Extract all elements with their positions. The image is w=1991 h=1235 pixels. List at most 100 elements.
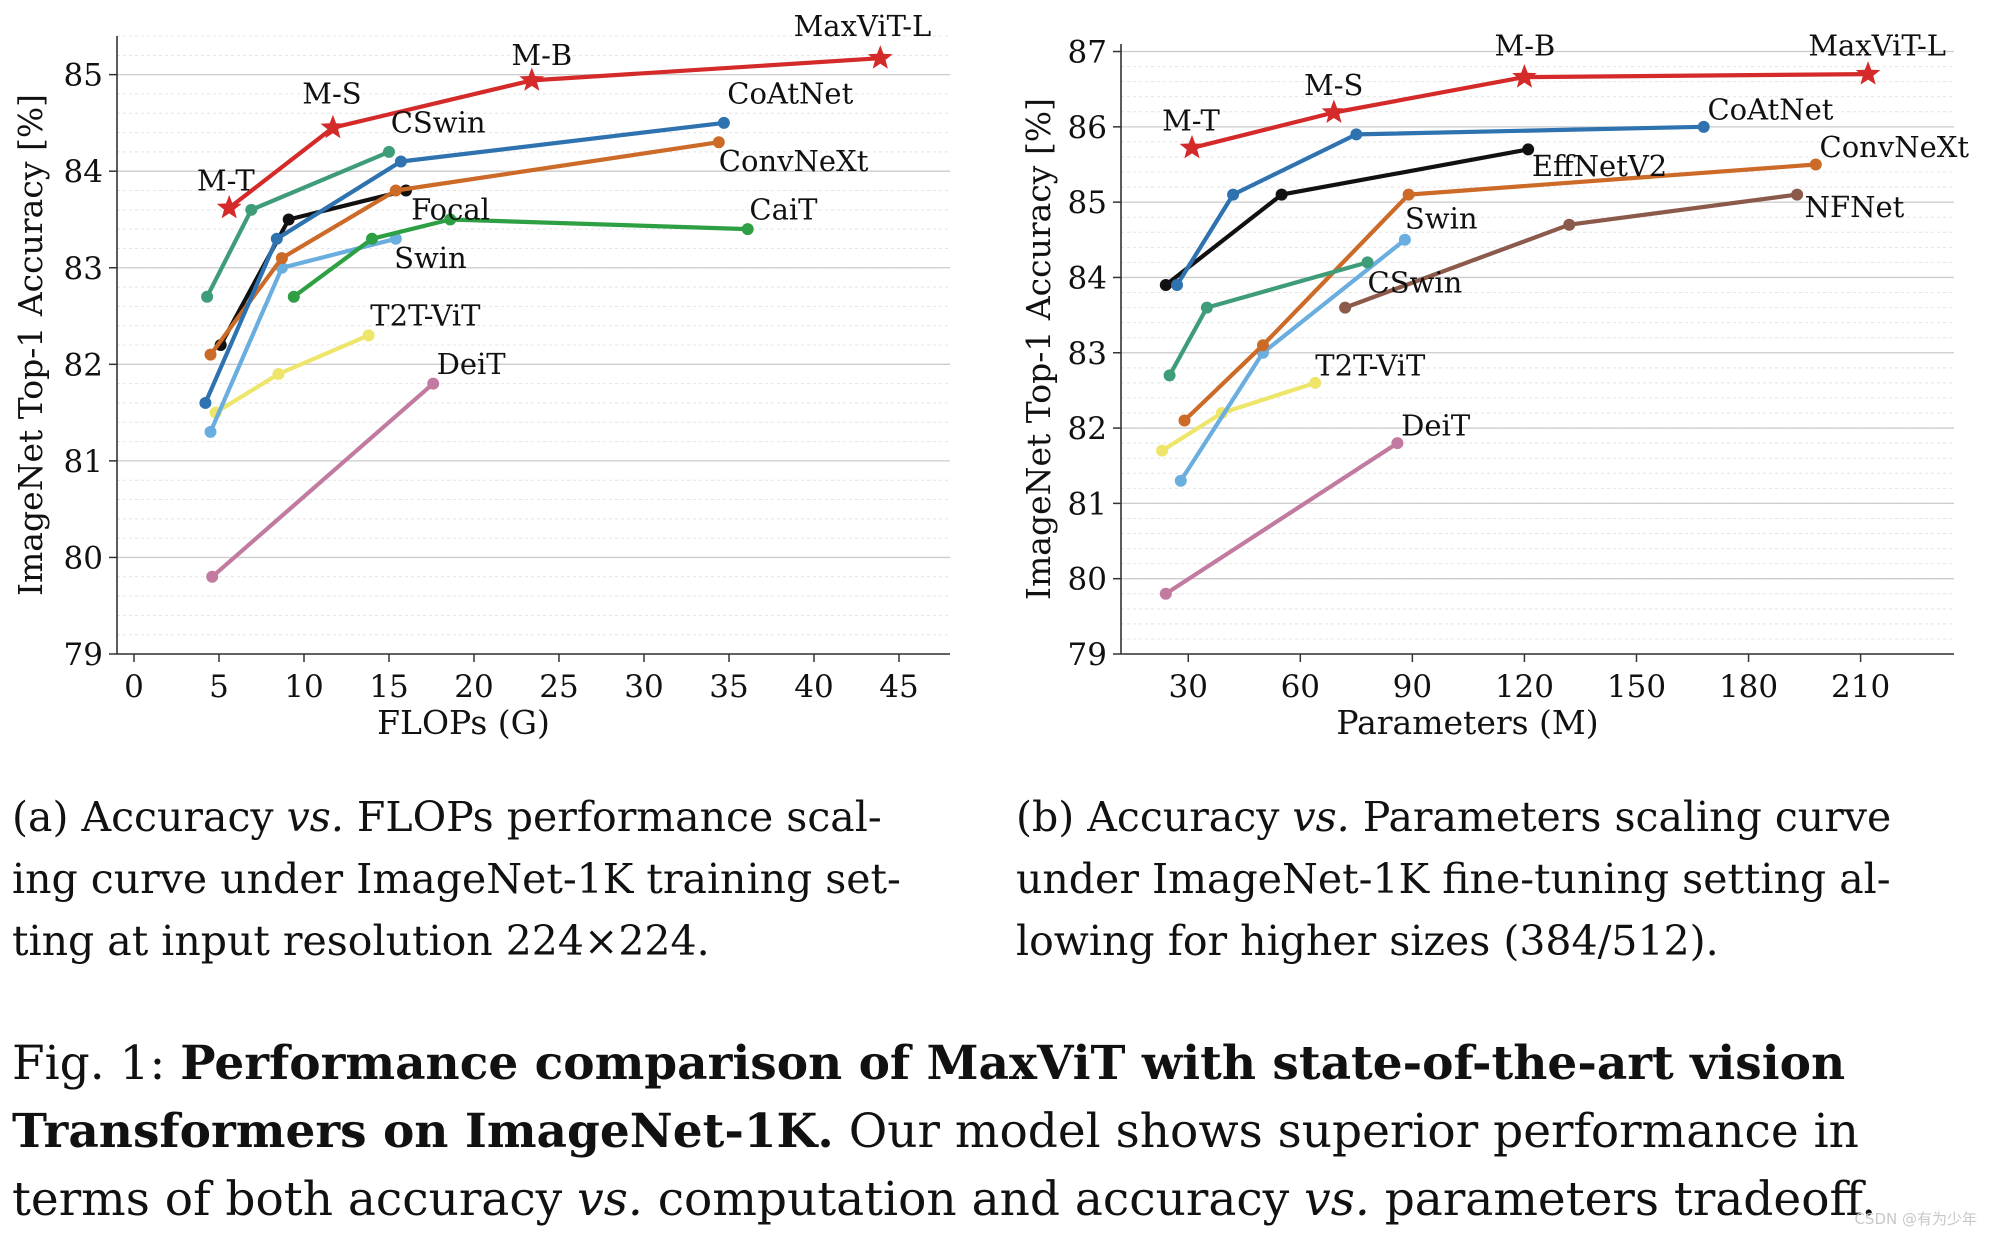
data-point	[199, 396, 212, 409]
data-point	[272, 367, 285, 380]
series-line	[213, 333, 371, 415]
x-tick-label: 20	[454, 669, 493, 705]
data-point	[1361, 256, 1374, 269]
y-tick-label: 85	[1068, 185, 1107, 221]
x-tick-label: 0	[124, 669, 144, 705]
x-axis-label: Parameters (M)	[1336, 703, 1598, 742]
caption-a-line-2: ing curve under ImageNet-1K training set…	[12, 855, 901, 903]
series-annotation: CoAtNet	[727, 77, 853, 111]
x-tick-label: 90	[1393, 669, 1432, 705]
y-tick-label: 80	[64, 540, 103, 576]
x-tick-label: 40	[794, 669, 833, 705]
series-annotation: ConvNeXt	[1820, 130, 1970, 164]
x-tick-label: 120	[1495, 669, 1554, 705]
watermark: CSDN @有为少年	[1854, 1210, 1977, 1228]
data-point	[1156, 444, 1169, 457]
data-point	[245, 203, 258, 216]
series-swin	[1174, 233, 1411, 487]
series-annotation: M-S	[302, 77, 361, 111]
data-point	[275, 252, 288, 265]
x-tick-label: 30	[1169, 669, 1208, 705]
y-tick-label: 80	[1068, 562, 1107, 598]
x-tick-label: 10	[284, 669, 323, 705]
data-point	[1275, 188, 1288, 201]
data-point	[717, 116, 730, 129]
data-point	[712, 136, 725, 149]
data-point	[1174, 474, 1187, 487]
caption-b: (b) Accuracy vs. Parameters scaling curv…	[1016, 786, 1978, 972]
data-point	[1809, 158, 1822, 171]
data-point	[1791, 188, 1804, 201]
caption-a-line-3: ting at input resolution 224×224.	[12, 917, 710, 965]
data-point	[201, 290, 214, 303]
series-annotation: ConvNeXt	[719, 144, 869, 178]
series-maxvit	[216, 45, 893, 219]
series-maxvit	[1179, 61, 1881, 159]
caption-a-line-1: (a) Accuracy vs. FLOPs performance scal-	[12, 793, 882, 841]
y-tick-label: 86	[1068, 110, 1107, 146]
data-point	[1227, 188, 1240, 201]
series-annotation: CSwin	[1368, 266, 1463, 300]
data-point-star	[519, 67, 545, 91]
series-cswin	[201, 145, 395, 303]
data-point	[389, 184, 402, 197]
data-point-star	[1855, 61, 1881, 85]
data-point	[1309, 376, 1322, 389]
series-annotation: DeiT	[1401, 409, 1471, 443]
x-tick-label: 30	[624, 669, 663, 705]
series-effnetv2	[1159, 143, 1535, 291]
data-point	[1159, 278, 1172, 291]
data-point	[204, 425, 217, 438]
data-point	[1163, 369, 1176, 382]
data-point	[1350, 128, 1363, 141]
series-annotation: MaxViT-L	[1808, 28, 1946, 62]
data-point	[427, 377, 440, 390]
series-annotation: MaxViT-L	[794, 9, 932, 43]
series-deit	[206, 377, 440, 583]
data-point	[287, 290, 300, 303]
series-line	[1163, 441, 1400, 596]
y-tick-label: 83	[64, 251, 103, 287]
y-tick-label: 82	[1068, 411, 1107, 447]
caption-b-line-3: lowing for higher sizes (384/512).	[1016, 917, 1719, 965]
x-tick-label: 5	[209, 669, 229, 705]
series-coatnet	[199, 116, 730, 409]
series-annotation: Focal	[411, 192, 490, 226]
series-annotation: CoAtNet	[1707, 92, 1833, 126]
data-point	[444, 213, 457, 226]
chart-flops: 79 80 81 82 83 84 85 0 5 10 15 20 25 30 35 40 45 FLOPs (G…	[11, 9, 950, 742]
data-point	[1398, 233, 1411, 246]
x-tick-label: 150	[1607, 669, 1666, 705]
x-tick-label: 210	[1831, 669, 1890, 705]
data-point	[394, 155, 407, 168]
data-point-star	[1179, 134, 1205, 159]
data-point	[1522, 143, 1535, 156]
data-point	[1402, 188, 1415, 201]
y-tick-label: 81	[1068, 486, 1107, 522]
series-nfnet	[1339, 188, 1804, 314]
data-point	[1339, 301, 1352, 314]
y-axis-label: ImageNet Top-1 Accuracy [%]	[1019, 98, 1058, 600]
series-annotation: NFNet	[1805, 190, 1905, 224]
data-point	[282, 213, 295, 226]
data-point	[1178, 414, 1191, 427]
data-point	[1391, 437, 1404, 450]
figure-label: Fig. 1:	[12, 1036, 181, 1091]
y-tick-label: 84	[64, 154, 103, 190]
series-annotation: M-T	[1162, 104, 1220, 138]
series-annotation: M-T	[197, 164, 255, 198]
data-point-star	[1512, 64, 1537, 88]
data-point-star	[320, 114, 346, 139]
x-axis-label: FLOPs (G)	[377, 703, 550, 742]
data-point	[204, 348, 217, 361]
series-annotation: CSwin	[391, 106, 486, 140]
minor-grid	[117, 35, 950, 655]
data-point-star	[216, 194, 242, 219]
data-point	[1563, 218, 1576, 231]
data-point	[1697, 120, 1710, 133]
series-cait	[287, 213, 754, 303]
chart-params: 79 80 81 82 83 84 85 86 87 30 60 90 120 150 180 210 Para…	[1019, 28, 1969, 742]
series-line	[1189, 71, 1871, 150]
y-tick-label: 85	[64, 58, 103, 94]
x-tick-label: 45	[879, 669, 918, 705]
